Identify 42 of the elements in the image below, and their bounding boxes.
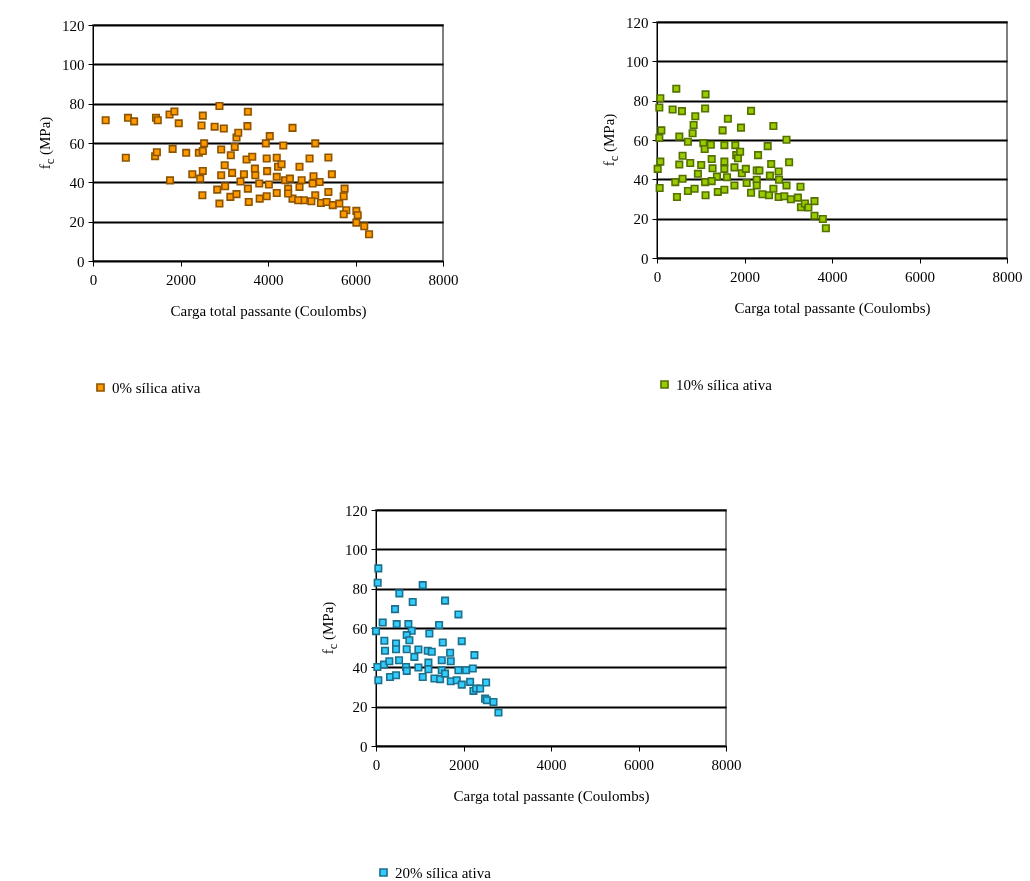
y-tick-label: 40 [352,659,368,676]
legend-label: 10% sílica ativa [676,376,773,393]
x-tick-label: 6000 [624,756,654,773]
y-tick-label: 80 [633,93,649,110]
y-tick-label: 20 [352,699,368,716]
y-tick-label: 60 [633,132,649,149]
x-tick-label: 6000 [905,268,935,285]
y-tick-label: 120 [62,17,85,34]
y-tick-label: 0 [641,250,649,267]
y-tick-label: 80 [69,96,85,113]
x-tick-label: 0 [653,268,662,285]
x-tick-label: 8000 [711,756,742,773]
x-tick-label: 2000 [166,271,196,288]
y-tick-label: 20 [69,214,85,231]
y-tick-label: 60 [352,620,368,637]
legend-label: 20% sílica ativa [395,864,492,881]
y-tick-label: 40 [633,171,649,188]
y-tick-label: 0 [360,738,368,755]
x-tick-label: 0 [372,756,381,773]
x-tick-label: 2000 [449,756,479,773]
x-tick-label: 4000 [536,756,567,773]
x-tick-label: 8000 [428,271,459,288]
x-tick-label: 8000 [992,268,1023,285]
y-tick-label: 100 [62,56,85,73]
y-tick-label: 100 [626,53,649,70]
y-tick-label: 100 [345,541,368,558]
x-tick-label: 2000 [730,268,760,285]
y-tick-label: 20 [633,211,649,228]
y-tick-label: 0 [77,253,85,270]
x-tick-label: 4000 [817,268,848,285]
y-tick-label: 60 [69,135,85,152]
x-tick-label: 4000 [253,271,284,288]
legend-label: 0% sílica ativa [112,379,201,396]
y-tick-label: 40 [69,174,85,191]
y-tick-label: 120 [626,14,649,31]
x-tick-label: 0 [89,271,98,288]
x-axis-title: Carga total passante (Coulombs) [453,787,650,805]
y-tick-label: 80 [352,581,368,598]
x-axis-title: Carga total passante (Coulombs) [734,299,931,317]
x-tick-label: 6000 [341,271,371,288]
x-axis-title: Carga total passante (Coulombs) [170,302,367,320]
y-tick-label: 120 [345,502,368,519]
